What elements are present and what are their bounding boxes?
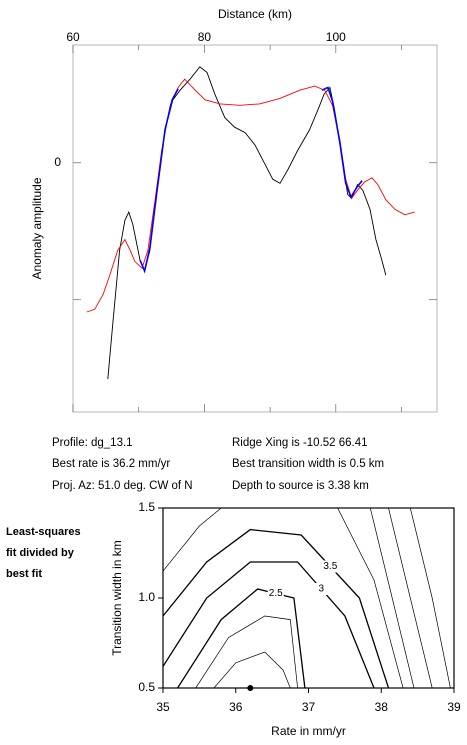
y-tick-label: 0 (54, 155, 61, 169)
x-axis-label: Rate in mm/yr (271, 724, 346, 738)
contour-line (388, 508, 433, 688)
note-line: Least-squares (6, 526, 81, 538)
x-tick-label: 39 (447, 700, 461, 714)
annotation: Best transition width is 0.5 km (232, 458, 384, 470)
series-line (139, 86, 363, 274)
contour-line (163, 528, 390, 688)
x-tick-label: 100 (326, 30, 346, 44)
contour-line (163, 508, 404, 688)
contour-label: 2.5 (269, 588, 283, 599)
series-line (86, 78, 415, 313)
contour-label: 3.5 (323, 561, 337, 572)
note-line: fit divided by (6, 547, 75, 559)
y-tick-label: 1.0 (138, 590, 155, 604)
contour-label-bg (267, 587, 284, 600)
x-tick-label: 36 (229, 700, 243, 714)
contour-label-bg (322, 560, 339, 573)
x-axis-label: Distance (km) (218, 7, 292, 21)
contour-line (369, 508, 415, 688)
annotation: Proj. Az: 51.0 deg. CW of N (52, 480, 193, 492)
contour-line (409, 508, 451, 688)
plot-frame (72, 44, 438, 413)
best-fit-point (247, 685, 254, 691)
annotation: Best rate is 36.2 mm/yr (52, 458, 170, 470)
contour-line (213, 651, 291, 688)
x-tick-label: 60 (66, 30, 80, 44)
x-tick-label: 38 (375, 700, 389, 714)
annotation: Ridge Xing is -10.52 66.41 (232, 437, 368, 449)
note-line: best fit (6, 568, 42, 580)
annotation: Profile: dg_13.1 (52, 437, 133, 449)
y-tick-label: 1.5 (138, 500, 155, 514)
contour-label-bg (313, 583, 330, 595)
y-axis-label: Anomaly amplitude (30, 177, 44, 279)
contour-line (195, 615, 298, 688)
x-tick-label: 80 (198, 30, 212, 44)
contour-line (177, 588, 306, 688)
annotation: Depth to source is 3.38 km (232, 480, 369, 492)
x-tick-label: 35 (156, 700, 170, 714)
contour-line (163, 561, 375, 688)
y-axis-label: Transition width in km (110, 540, 124, 656)
contour-label: 3 (318, 584, 324, 595)
x-tick-label: 37 (302, 700, 316, 714)
series-line (107, 66, 387, 380)
y-tick-label: 0.5 (138, 680, 155, 694)
